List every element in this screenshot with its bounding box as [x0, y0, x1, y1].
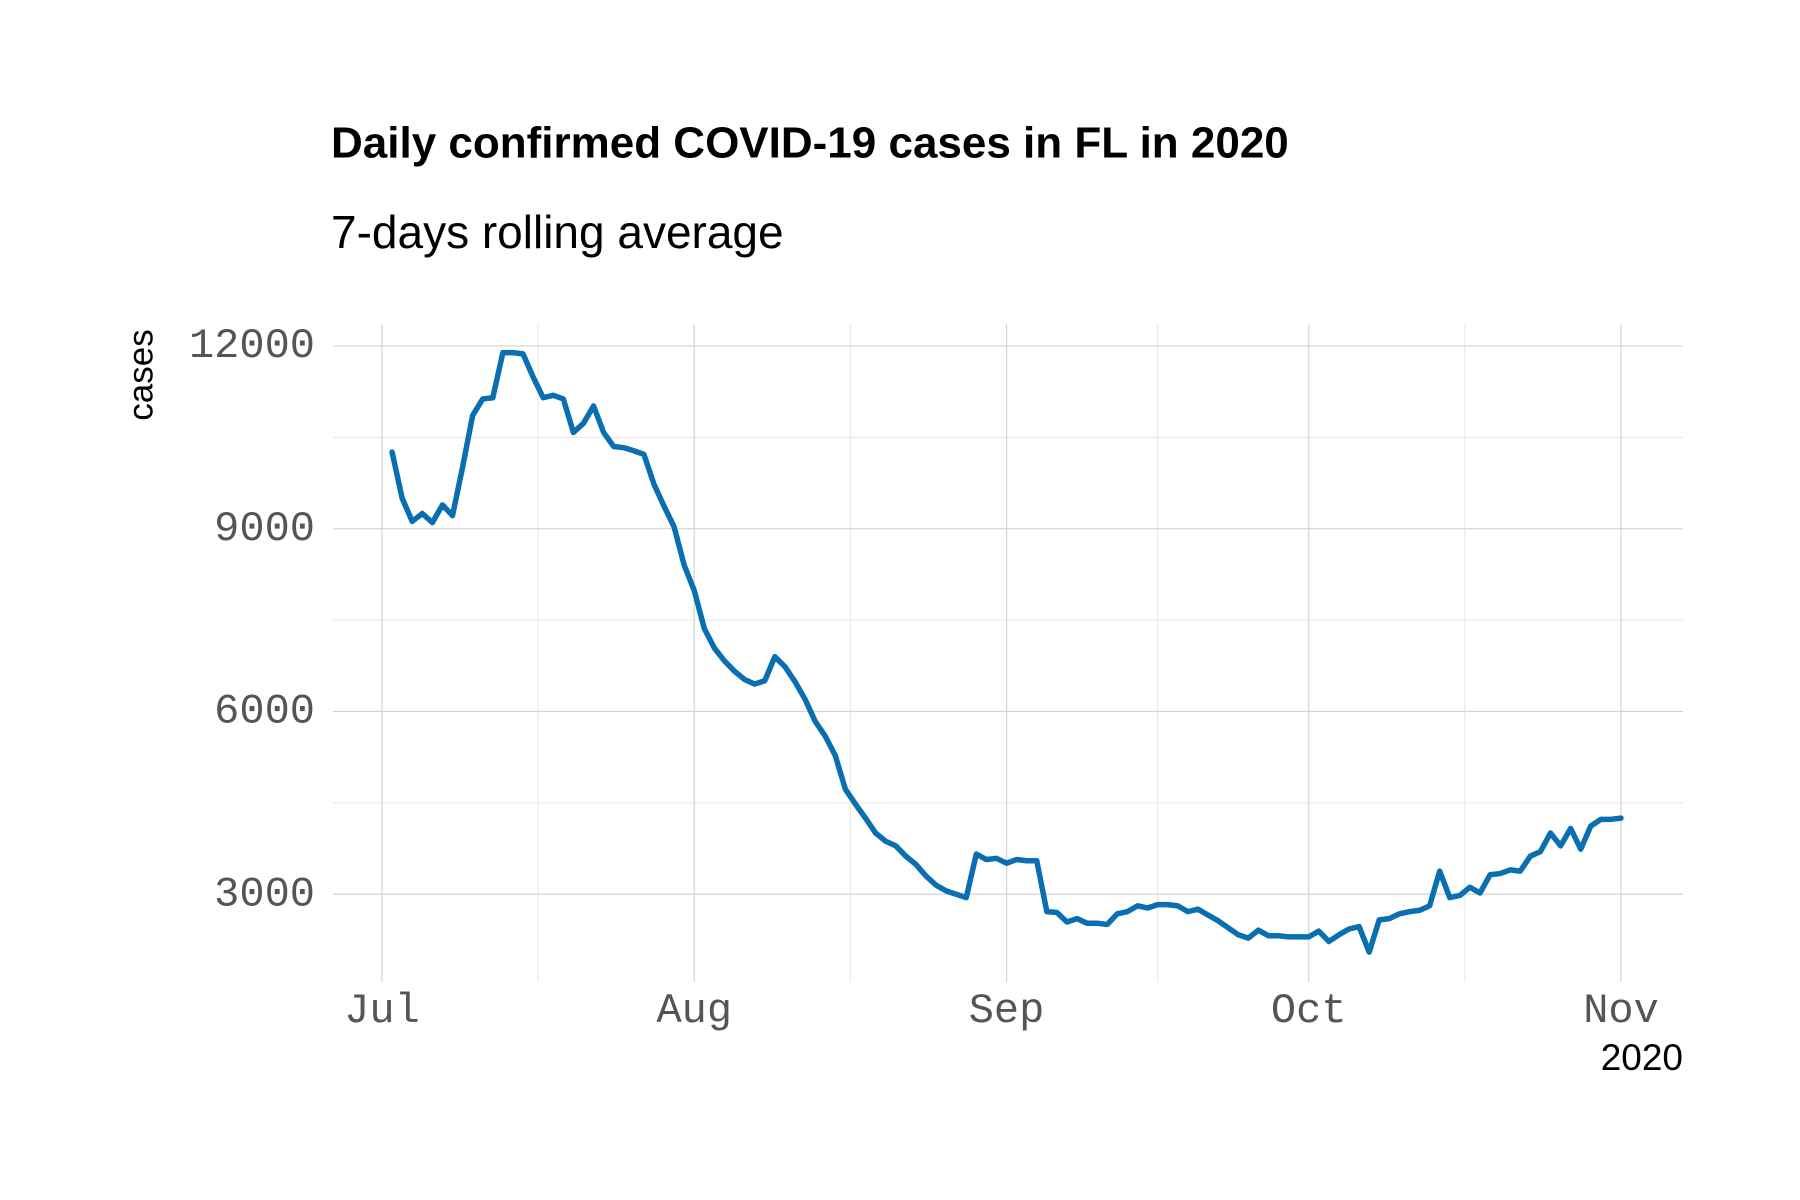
x-tick-label: Nov: [1583, 987, 1659, 1035]
y-tick-label: 3000: [214, 870, 315, 918]
x-tick-label: Oct: [1271, 987, 1347, 1035]
plot-area: [389, 349, 1624, 955]
x-tick-label: Sep: [969, 987, 1045, 1035]
y-tick-label: 9000: [214, 505, 315, 553]
y-axis-label: cases: [121, 329, 160, 420]
x-tick-label: Jul: [344, 987, 420, 1035]
grid: [333, 324, 1683, 982]
x-axis-label: 2020: [1601, 1037, 1683, 1078]
x-tick-label: Aug: [656, 987, 732, 1035]
data-line: [389, 349, 1624, 955]
chart-title: Daily confirmed COVID-19 cases in FL in …: [331, 119, 1289, 168]
chart-subtitle: 7-days rolling average: [331, 206, 784, 258]
y-tick-label: 6000: [214, 688, 315, 736]
y-tick-label: 12000: [189, 322, 315, 370]
